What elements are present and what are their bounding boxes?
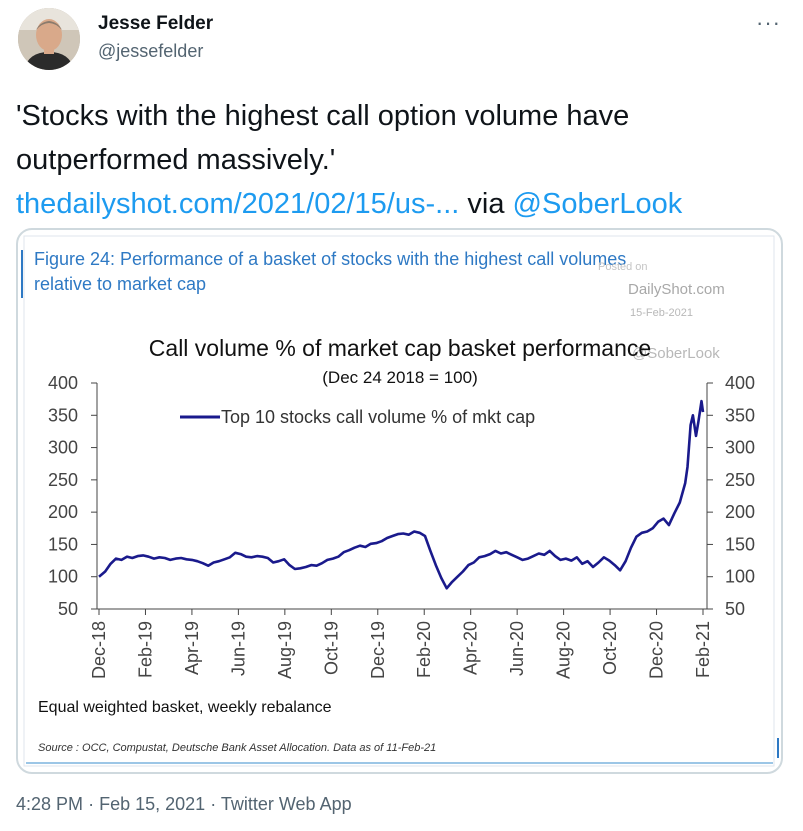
x-tick-label: Feb-21 xyxy=(693,621,713,678)
x-tick-label: Jun-19 xyxy=(228,621,248,676)
figure-header-line1: Figure 24: Performance of a basket of st… xyxy=(34,249,626,269)
y-tick-label-right: 200 xyxy=(725,502,755,522)
tweet-meta: 4:28 PM · Feb 15, 2021 · Twitter Web App xyxy=(16,794,352,815)
y-tick-label-right: 50 xyxy=(725,599,745,619)
legend-label: Top 10 stocks call volume % of mkt cap xyxy=(221,407,535,427)
tweet-date[interactable]: Feb 15, 2021 xyxy=(99,794,206,814)
y-tick-label: 400 xyxy=(48,373,78,393)
x-tick-label: Oct-19 xyxy=(321,621,341,675)
tweet-text: 'Stocks with the highest call option vol… xyxy=(16,94,786,226)
y-tick-label-right: 100 xyxy=(725,567,755,587)
chart-source: Source : OCC, Compustat, Deutsche Bank A… xyxy=(38,742,436,754)
chart-figure: Figure 24: Performance of a basket of st… xyxy=(21,235,779,767)
y-tick-label: 350 xyxy=(48,405,78,425)
avatar[interactable] xyxy=(18,8,80,70)
chart-title: Call volume % of market cap basket perfo… xyxy=(149,335,651,361)
watermark-date: 15-Feb-2021 xyxy=(630,307,693,319)
chart-footnote: Equal weighted basket, weekly rebalance xyxy=(38,699,332,716)
meta-separator: · xyxy=(210,794,217,814)
watermark-handle: @SoberLook xyxy=(632,345,720,362)
x-ticks: Dec-18 Feb-19 Apr-19 Jun-19 Aug-19 Oct-19 Dec-… xyxy=(89,609,713,679)
y-ticks-left: 400 350 300 250 200 150 100 50 xyxy=(48,373,97,619)
x-tick-label: Dec-19 xyxy=(368,621,388,679)
tweet-link[interactable]: thedailyshot.com/2021/02/15/us-... xyxy=(16,188,460,220)
y-tick-label-right: 400 xyxy=(725,373,755,393)
tweet-time[interactable]: 4:28 PM xyxy=(16,794,84,814)
y-tick-label-right: 150 xyxy=(725,534,755,554)
x-tick-label: Feb-19 xyxy=(135,621,155,678)
figure-header-line2: relative to market cap xyxy=(34,274,206,294)
y-tick-label: 250 xyxy=(48,470,78,490)
tweet-via: via xyxy=(467,188,505,220)
y-ticks-right: 400 350 300 250 200 150 100 50 xyxy=(707,373,755,619)
tweet-client[interactable]: Twitter Web App xyxy=(220,794,352,814)
tweet-quote: 'Stocks with the highest call option vol… xyxy=(16,100,630,176)
x-tick-label: Feb-20 xyxy=(414,621,434,678)
author-handle[interactable]: @jessefelder xyxy=(98,41,204,61)
series-line xyxy=(98,399,705,590)
y-tick-label-right: 350 xyxy=(725,405,755,425)
mention-link[interactable]: @SoberLook xyxy=(512,188,683,220)
watermark-posted: Posted on xyxy=(598,261,648,273)
x-tick-label: Dec-18 xyxy=(89,621,109,679)
y-tick-label: 150 xyxy=(48,534,78,554)
x-tick-label: Dec-20 xyxy=(647,621,667,679)
x-tick-label: Apr-19 xyxy=(182,621,202,675)
watermark-site: DailyShot.com xyxy=(628,281,725,298)
x-tick-label: Oct-20 xyxy=(600,621,620,675)
y-tick-label: 50 xyxy=(58,599,78,619)
figure-frame xyxy=(23,235,775,767)
more-horizontal-icon[interactable]: ··· xyxy=(756,10,781,35)
chart-subtitle: (Dec 24 2018 = 100) xyxy=(322,368,477,387)
media-card[interactable]: Figure 24: Performance of a basket of st… xyxy=(16,228,783,774)
author-name[interactable]: Jesse Felder xyxy=(98,13,214,34)
x-tick-label: Jun-20 xyxy=(507,621,527,676)
y-tick-label-right: 250 xyxy=(725,470,755,490)
y-tick-label: 300 xyxy=(48,438,78,458)
x-tick-label: Aug-20 xyxy=(554,621,574,679)
y-tick-label: 100 xyxy=(48,567,78,587)
avatar-image xyxy=(18,8,80,70)
x-tick-label: Apr-20 xyxy=(461,621,481,675)
series-layer xyxy=(98,399,705,590)
y-tick-label: 200 xyxy=(48,502,78,522)
x-tick-label: Aug-19 xyxy=(275,621,295,679)
y-tick-label-right: 300 xyxy=(725,438,755,458)
meta-separator: · xyxy=(88,794,95,814)
